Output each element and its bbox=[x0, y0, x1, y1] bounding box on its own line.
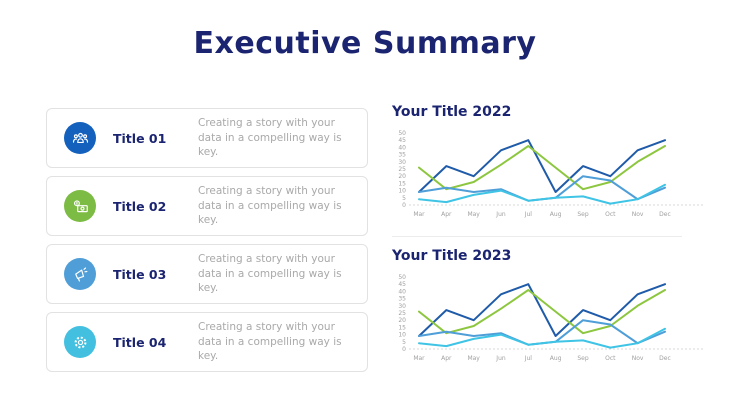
list-item-description: Creating a story with your data in a com… bbox=[198, 252, 342, 295]
svg-text:40: 40 bbox=[398, 144, 406, 151]
svg-text:0: 0 bbox=[402, 346, 406, 353]
svg-text:20: 20 bbox=[398, 317, 406, 324]
svg-text:30: 30 bbox=[398, 159, 406, 166]
team-icon bbox=[64, 122, 96, 154]
svg-text:Dec: Dec bbox=[659, 355, 671, 362]
svg-text:50: 50 bbox=[398, 274, 406, 281]
chart-2022: Your Title 2022 0 5 10 15 20 25 30 35 40 45 50 Mar A… bbox=[392, 104, 714, 227]
svg-text:May: May bbox=[467, 355, 480, 362]
svg-text:Nov: Nov bbox=[632, 355, 644, 362]
svg-text:20: 20 bbox=[398, 173, 406, 180]
svg-text:45: 45 bbox=[398, 137, 406, 144]
svg-text:15: 15 bbox=[398, 180, 406, 187]
svg-text:Oct: Oct bbox=[605, 355, 616, 362]
gear-icon bbox=[64, 326, 96, 358]
svg-text:Sep: Sep bbox=[577, 211, 589, 218]
summary-list: Title 01 Creating a story with your data… bbox=[46, 108, 368, 380]
svg-text:Sep: Sep bbox=[577, 355, 589, 362]
chart-title: Your Title 2023 bbox=[392, 248, 512, 264]
svg-text:50: 50 bbox=[398, 130, 406, 137]
svg-text:Jul: Jul bbox=[524, 211, 533, 218]
svg-text:45: 45 bbox=[398, 281, 406, 288]
page-title: Executive Summary bbox=[193, 26, 537, 61]
svg-text:Jun: Jun bbox=[495, 355, 506, 362]
list-item-description: Creating a story with your data in a com… bbox=[198, 184, 342, 227]
svg-text:Dec: Dec bbox=[659, 211, 671, 218]
svg-text:10: 10 bbox=[398, 188, 406, 195]
list-item-title: Title 03 bbox=[113, 266, 167, 282]
list-item-description: Creating a story with your data in a com… bbox=[198, 320, 342, 363]
svg-text:35: 35 bbox=[398, 296, 406, 303]
svg-text:10: 10 bbox=[398, 332, 406, 339]
svg-text:5: 5 bbox=[402, 339, 406, 346]
svg-text:May: May bbox=[467, 211, 480, 218]
megaphone-icon bbox=[64, 258, 96, 290]
svg-text:35: 35 bbox=[398, 152, 406, 159]
svg-text:Nov: Nov bbox=[632, 211, 644, 218]
svg-text:30: 30 bbox=[398, 303, 406, 310]
chart-2023: Your Title 2023 0 5 10 15 20 25 30 35 40 45 50 Mar A… bbox=[392, 248, 714, 371]
svg-text:Mar: Mar bbox=[413, 355, 425, 362]
svg-text:Jul: Jul bbox=[524, 355, 533, 362]
list-item-description: Creating a story with your data in a com… bbox=[198, 116, 342, 159]
svg-text:Mar: Mar bbox=[413, 211, 425, 218]
money-icon bbox=[64, 190, 96, 222]
svg-text:15: 15 bbox=[398, 324, 406, 331]
list-item: Title 02 Creating a story with your data… bbox=[46, 176, 368, 236]
svg-text:Apr: Apr bbox=[441, 211, 452, 218]
svg-text:Aug: Aug bbox=[550, 211, 562, 218]
chart-title: Your Title 2022 bbox=[392, 104, 512, 120]
svg-text:0: 0 bbox=[402, 202, 406, 209]
svg-text:5: 5 bbox=[402, 195, 406, 202]
list-item: Title 04 Creating a story with your data… bbox=[46, 312, 368, 372]
svg-text:40: 40 bbox=[398, 288, 406, 295]
divider bbox=[392, 236, 682, 237]
svg-text:25: 25 bbox=[398, 310, 406, 317]
svg-text:Oct: Oct bbox=[605, 211, 616, 218]
list-item-title: Title 01 bbox=[113, 130, 167, 146]
svg-text:Jun: Jun bbox=[495, 211, 506, 218]
list-item: Title 01 Creating a story with your data… bbox=[46, 108, 368, 168]
list-item: Title 03 Creating a story with your data… bbox=[46, 244, 368, 304]
list-item-title: Title 04 bbox=[113, 334, 167, 350]
list-item-title: Title 02 bbox=[113, 198, 167, 214]
svg-text:Apr: Apr bbox=[441, 355, 452, 362]
svg-text:25: 25 bbox=[398, 166, 406, 173]
svg-text:Aug: Aug bbox=[550, 355, 562, 362]
